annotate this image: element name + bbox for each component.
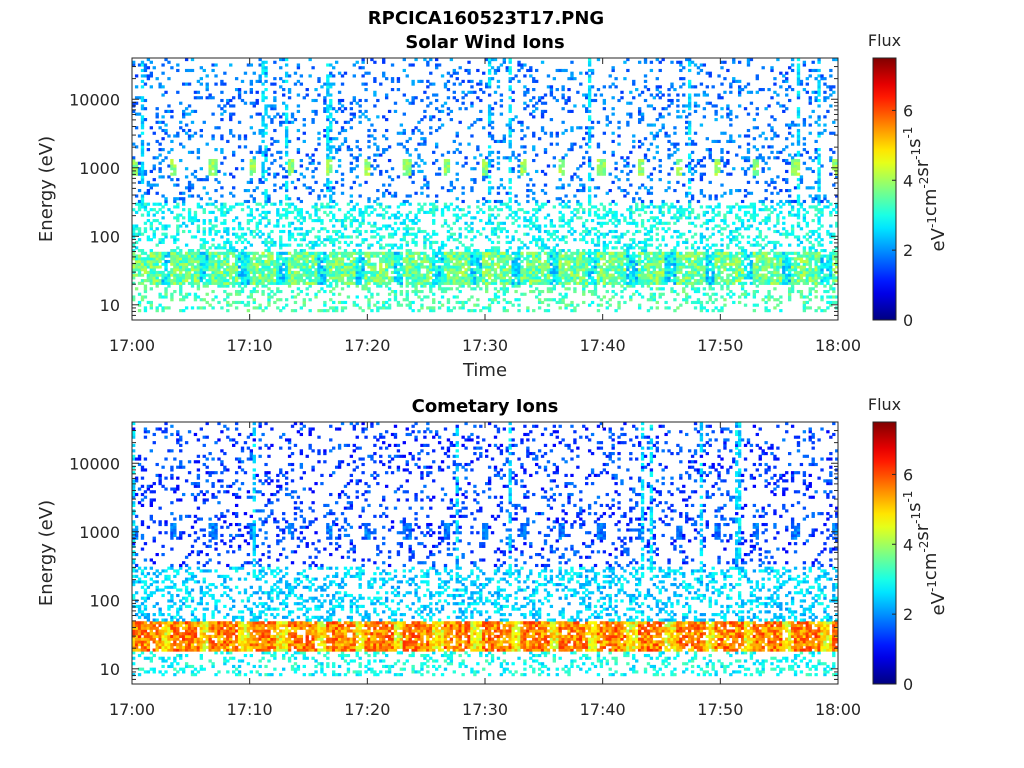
colorbar-tick-label: 4 bbox=[903, 535, 913, 554]
colorbar-tick-label: 6 bbox=[903, 465, 913, 484]
x-tick-label: 17:30 bbox=[462, 700, 508, 719]
y-axis-label: Energy (eV) bbox=[36, 500, 57, 606]
panel-title: Solar Wind Ions bbox=[405, 32, 564, 53]
x-tick-label: 17:20 bbox=[344, 700, 390, 719]
colorbar-title: Flux bbox=[868, 395, 901, 414]
y-tick-label: 10 bbox=[100, 296, 120, 315]
x-tick-label: 17:40 bbox=[580, 336, 626, 355]
y-tick-label: 100 bbox=[89, 227, 120, 246]
y-tick-label: 1000 bbox=[79, 159, 120, 178]
x-tick-label: 17:20 bbox=[344, 336, 390, 355]
colorbar bbox=[872, 57, 897, 321]
y-tick-label: 1000 bbox=[79, 523, 120, 542]
x-tick-label: 17:30 bbox=[462, 336, 508, 355]
heatmap-cells bbox=[132, 58, 839, 313]
x-tick-label: 17:00 bbox=[109, 700, 155, 719]
colorbar-tick-label: 2 bbox=[903, 241, 913, 260]
x-axis-label: Time bbox=[462, 360, 507, 381]
colorbar-label: eV-1cm-2sr-1s-1 bbox=[901, 491, 949, 616]
y-tick-label: 100 bbox=[89, 591, 120, 610]
colorbar-title: Flux bbox=[868, 31, 901, 50]
x-tick-label: 17:00 bbox=[109, 336, 155, 355]
y-axis-label: Energy (eV) bbox=[36, 136, 57, 242]
x-tick-label: 17:10 bbox=[227, 700, 273, 719]
x-tick-label: 17:40 bbox=[580, 700, 626, 719]
x-tick-label: 17:50 bbox=[697, 336, 743, 355]
panel-title: Cometary Ions bbox=[412, 396, 559, 417]
panel-1: Solar Wind Ions 17:00 17:10 17:20 17:30 17:40… bbox=[36, 31, 949, 381]
x-tick-label: 17:10 bbox=[227, 336, 273, 355]
figure-title: RPCICA160523T17.PNG bbox=[368, 8, 604, 29]
colorbar-label: eV-1cm-2sr-1s-1 bbox=[901, 127, 949, 252]
x-tick-label: 18:00 bbox=[815, 336, 861, 355]
colorbar-tick-label: 4 bbox=[903, 171, 913, 190]
colorbar bbox=[872, 421, 897, 685]
colorbar-tick-label: 2 bbox=[903, 605, 913, 624]
x-axis-label: Time bbox=[462, 724, 507, 745]
y-tick-label: 10 bbox=[100, 660, 120, 679]
y-tick-label: 10000 bbox=[69, 90, 120, 109]
x-tick-label: 17:50 bbox=[697, 700, 743, 719]
y-tick-label: 10000 bbox=[69, 454, 120, 473]
colorbar-tick-label: 6 bbox=[903, 101, 913, 120]
colorbar-tick-label: 0 bbox=[903, 311, 913, 330]
x-tick-label: 18:00 bbox=[815, 700, 861, 719]
heatmap-cells bbox=[132, 422, 839, 677]
colorbar-tick-label: 0 bbox=[903, 675, 913, 694]
panel-2: Cometary Ions 17:00 17:10 17:20 17:30 17:40 17… bbox=[36, 395, 949, 745]
